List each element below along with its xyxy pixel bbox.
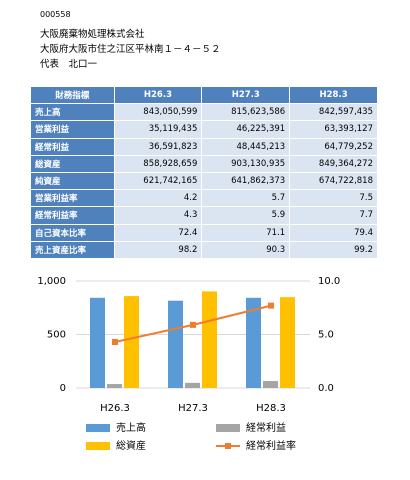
cell: 71.1 — [201, 223, 291, 242]
cell: 674,722,818 — [289, 171, 378, 191]
cell: 72.4 — [113, 223, 203, 242]
cell: 849,364,272 — [289, 154, 378, 173]
cell: 843,050,599 — [113, 103, 203, 122]
bar — [280, 297, 295, 388]
column-header: H26.3 — [113, 85, 203, 105]
cell: 64,779,252 — [289, 137, 378, 156]
y-tick-label: 0 — [60, 383, 66, 394]
row-label: 売上資産比率 — [30, 240, 115, 259]
row-label: 営業利益 — [30, 120, 115, 139]
table-row: 営業利益率 4.2 5.7 7.5 — [30, 189, 378, 208]
row-label: 売上高 — [30, 103, 115, 122]
cell: 46,225,391 — [201, 120, 291, 139]
cell: 641,862,373 — [201, 171, 291, 191]
cell: 7.7 — [289, 206, 378, 225]
cell: 621,742,165 — [113, 171, 203, 191]
cell: 36,591,823 — [113, 137, 203, 156]
table-row: 売上高 843,050,599 815,623,586 842,597,435 — [30, 103, 378, 122]
row-label: 総資産 — [30, 154, 115, 173]
cell: 842,597,435 — [289, 103, 378, 122]
y-tick-label: 1,000 — [37, 276, 66, 287]
table-row: 売上資産比率 98.2 90.3 99.2 — [30, 240, 378, 259]
row-label: 純資産 — [30, 171, 115, 191]
bar — [124, 296, 139, 388]
representative: 代表 北口一 — [40, 59, 98, 70]
cell: 858,928,659 — [113, 154, 203, 173]
y2-tick-label: 10.0 — [318, 276, 340, 287]
cell: 79.4 — [289, 223, 378, 242]
legend-swatch — [86, 442, 110, 450]
column-header: 財務指標 — [30, 85, 115, 105]
line-marker — [112, 338, 118, 345]
code: 000558 — [40, 10, 71, 19]
column-header: H28.3 — [289, 85, 378, 105]
legend-label: 総資産 — [116, 439, 146, 452]
legend-label: 売上高 — [116, 421, 146, 434]
y2-tick-label: 0.0 — [318, 383, 334, 394]
x-tick-label: H28.3 — [256, 403, 286, 414]
cell: 4.3 — [113, 206, 203, 225]
x-tick-label: H27.3 — [178, 403, 208, 414]
cell: 35,119,435 — [113, 120, 203, 139]
cell: 7.5 — [289, 189, 378, 208]
cell: 98.2 — [113, 240, 203, 259]
line-marker — [268, 302, 274, 309]
table-row: 自己資本比率 72.4 71.1 79.4 — [30, 223, 378, 242]
row-label: 経常利益 — [30, 137, 115, 156]
legend-swatch — [86, 424, 110, 432]
bar — [168, 300, 183, 388]
bar — [202, 291, 217, 388]
row-label: 営業利益率 — [30, 189, 115, 208]
table-row: 経常利益率 4.3 5.9 7.7 — [30, 206, 378, 225]
bar — [185, 382, 200, 388]
legend-marker — [225, 443, 231, 449]
legend-label: 経常利益 — [246, 421, 286, 434]
cell: 90.3 — [201, 240, 291, 259]
bar — [263, 381, 278, 388]
cell: 5.9 — [201, 206, 291, 225]
cell: 48,445,213 — [201, 137, 291, 156]
column-header: H27.3 — [201, 85, 291, 105]
header-row: 財務指標 H26.3 H27.3 H28.3 — [30, 85, 378, 105]
bar — [90, 297, 105, 388]
table-row: 純資産 621,742,165 641,862,373 674,722,818 — [30, 171, 378, 191]
address: 大阪府大阪市住之江区平林南１－４－５２ — [40, 44, 221, 55]
y-tick-label: 500 — [47, 330, 66, 341]
y2-tick-label: 5.0 — [318, 330, 334, 341]
cell: 5.7 — [201, 189, 291, 208]
legend-swatch — [216, 424, 240, 432]
cell: 63,393,127 — [289, 120, 378, 139]
table-row: 経常利益 36,591,823 48,445,213 64,779,252 — [30, 137, 378, 156]
legend-label: 経常利益率 — [246, 439, 296, 452]
financial-table: 財務指標 H26.3 H27.3 H28.3 売上高 843,050,599 815,623… — [30, 85, 378, 259]
cell: 99.2 — [289, 240, 378, 259]
bar — [107, 384, 122, 388]
table-row: 総資産 858,928,659 903,130,935 849,364,272 — [30, 154, 378, 173]
cell: 4.2 — [113, 189, 203, 208]
bar — [246, 297, 261, 388]
cell: 815,623,586 — [201, 103, 291, 122]
line-marker — [190, 321, 196, 328]
cell: 903,130,935 — [201, 154, 291, 173]
table-row: 営業利益 35,119,435 46,225,391 63,393,127 — [30, 120, 378, 139]
company: 大阪廃棄物処理株式会社 — [40, 29, 145, 40]
x-tick-label: H26.3 — [100, 403, 130, 414]
row-label: 自己資本比率 — [30, 223, 115, 242]
row-label: 経常利益率 — [30, 206, 115, 225]
